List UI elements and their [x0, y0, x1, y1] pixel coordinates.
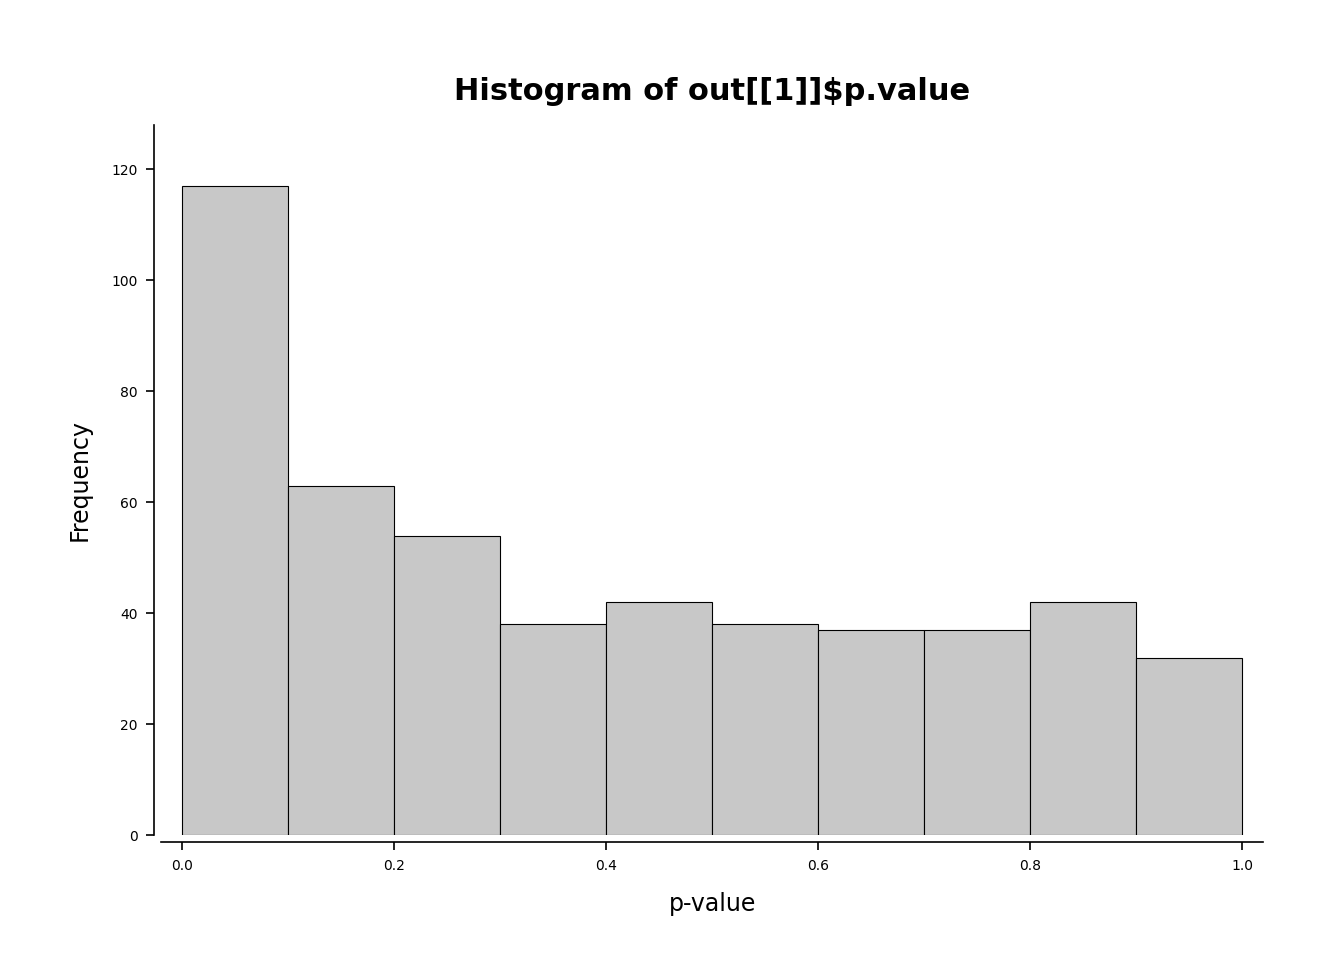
Bar [925, 630, 1031, 835]
Bar [500, 624, 606, 835]
Bar [818, 630, 925, 835]
Y-axis label: Frequency: Frequency [67, 419, 91, 541]
Bar [712, 624, 818, 835]
Bar [394, 536, 500, 835]
Bar [606, 602, 712, 835]
Bar [1031, 602, 1136, 835]
Bar [1136, 658, 1242, 835]
Bar [289, 486, 394, 835]
Bar [183, 186, 289, 835]
Title: Histogram of out[[1]]$p.value: Histogram of out[[1]]$p.value [454, 77, 970, 106]
X-axis label: p-value: p-value [668, 892, 757, 916]
